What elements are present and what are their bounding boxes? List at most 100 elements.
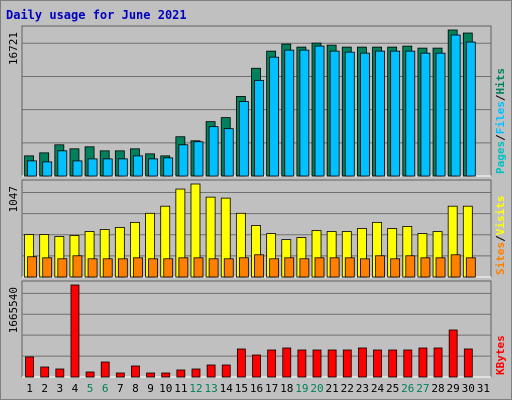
bar xyxy=(236,348,246,378)
bar xyxy=(102,258,113,278)
x-tick-label: 1 xyxy=(26,382,33,395)
bar xyxy=(405,50,416,177)
bar xyxy=(390,50,401,177)
bar xyxy=(206,364,216,378)
bar xyxy=(87,158,98,177)
bar xyxy=(133,155,143,177)
x-tick-label: 6 xyxy=(102,382,109,395)
bar xyxy=(25,356,34,378)
bar xyxy=(102,158,113,177)
x-tick-label: 8 xyxy=(132,382,139,395)
x-tick-label: 14 xyxy=(220,382,234,395)
bar xyxy=(282,347,292,378)
bar xyxy=(329,50,340,177)
bar xyxy=(448,329,458,378)
bar xyxy=(238,257,249,278)
legend: Sites/Visits xyxy=(494,196,507,276)
bar xyxy=(117,258,128,278)
legend-entry: Files xyxy=(494,101,507,134)
bar xyxy=(450,254,461,278)
bar xyxy=(70,284,80,378)
bar xyxy=(223,258,234,278)
bar xyxy=(312,349,322,378)
bar xyxy=(252,354,261,378)
bar xyxy=(115,372,125,378)
legend-entry: Visits xyxy=(494,196,507,236)
x-tick-label: 11 xyxy=(174,382,187,395)
bar xyxy=(40,366,50,378)
x-tick-label: 10 xyxy=(159,382,172,395)
bar xyxy=(465,257,476,278)
bar xyxy=(42,161,53,177)
bar xyxy=(299,49,310,177)
bar xyxy=(148,158,158,177)
bar xyxy=(100,361,110,378)
bar xyxy=(57,258,68,278)
bar xyxy=(435,52,446,177)
bar xyxy=(27,256,37,278)
legend-entry: Hits xyxy=(494,68,507,95)
bar xyxy=(284,257,295,278)
legend: Pages/Files/Hits xyxy=(494,68,507,174)
bar xyxy=(267,349,277,378)
bar xyxy=(284,49,295,177)
x-tick-label: 7 xyxy=(117,382,124,395)
bar xyxy=(176,369,186,378)
bar xyxy=(435,257,446,278)
bar xyxy=(163,157,174,177)
bar xyxy=(223,128,234,177)
bar xyxy=(375,50,385,177)
x-tick-label: 24 xyxy=(371,382,385,395)
x-tick-label: 19 xyxy=(295,382,308,395)
bar xyxy=(373,349,382,378)
x-tick-label: 3 xyxy=(57,382,64,395)
bar xyxy=(420,257,431,278)
x-tick-label: 25 xyxy=(386,382,399,395)
bar xyxy=(360,52,370,177)
bar xyxy=(254,79,264,177)
x-tick-label: 23 xyxy=(356,382,369,395)
bar xyxy=(327,349,337,378)
bar xyxy=(55,368,65,378)
bar xyxy=(329,257,340,278)
x-tick-label: 27 xyxy=(416,382,429,395)
legend-separator: / xyxy=(494,134,507,141)
bar xyxy=(27,160,37,177)
legend-separator: / xyxy=(494,94,507,101)
bar xyxy=(42,257,53,278)
bar xyxy=(450,34,461,177)
bar xyxy=(344,257,355,278)
bar xyxy=(208,126,219,177)
x-tick-label: 2 xyxy=(41,382,48,395)
bar xyxy=(85,371,95,378)
bar xyxy=(221,364,231,378)
y-tick-label: 1047 xyxy=(7,186,20,213)
x-tick-label: 30 xyxy=(462,382,475,395)
bar xyxy=(403,349,413,378)
y-tick-label: 16721 xyxy=(7,32,20,65)
bar xyxy=(72,255,83,278)
bar xyxy=(131,365,140,378)
y-tick-label: 1665540 xyxy=(7,287,20,333)
bar xyxy=(191,368,201,378)
bar xyxy=(418,347,428,378)
bar xyxy=(133,257,143,278)
bar xyxy=(87,258,98,278)
bar xyxy=(388,349,398,378)
bar xyxy=(57,150,68,177)
bar xyxy=(297,349,307,378)
bar xyxy=(254,254,264,278)
bar xyxy=(358,347,367,378)
x-tick-label: 4 xyxy=(72,382,79,395)
x-tick-label: 20 xyxy=(310,382,323,395)
bar xyxy=(117,158,128,177)
legend-entry: KBytes xyxy=(494,335,507,375)
bar xyxy=(375,255,385,278)
bar xyxy=(342,349,352,378)
bar xyxy=(72,160,83,177)
x-tick-label: 18 xyxy=(280,382,293,395)
x-tick-label: 26 xyxy=(401,382,414,395)
x-tick-label: 29 xyxy=(447,382,460,395)
bar xyxy=(178,257,189,278)
x-tick-label: 31 xyxy=(477,382,490,395)
